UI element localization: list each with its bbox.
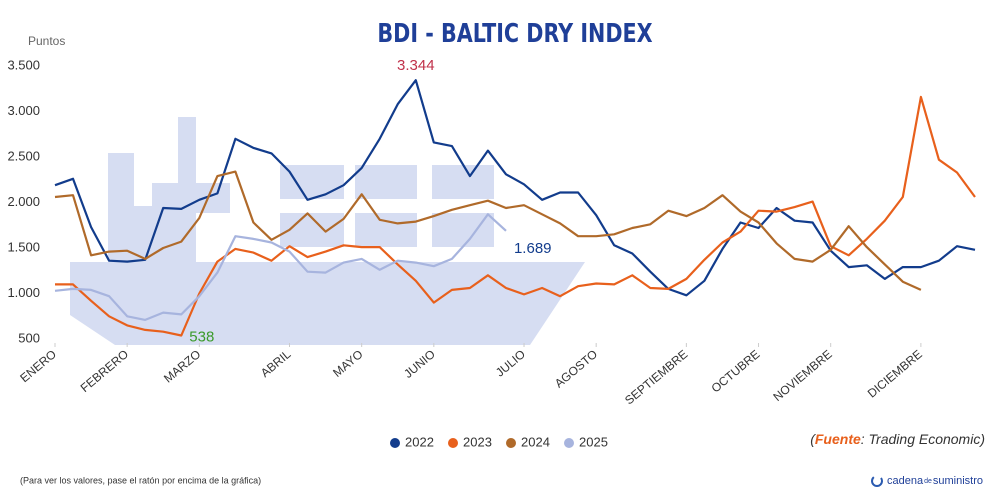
footnote: (Para ver los valores, pase el ratón por… [20,475,261,485]
logo-a: cadena [887,475,924,487]
x-tick-label: SEPTIEMBRE [622,347,690,407]
legend-label: 2024 [521,434,550,449]
y-tick-label: 1.500 [7,239,40,254]
legend-label: 2025 [579,434,608,449]
x-tick-label: OCTUBRE [709,347,763,395]
series-line [55,95,976,337]
y-tick-label: 2.500 [7,148,40,163]
x-tick-label: ENERO [17,347,59,385]
x-tick-label: DICIEMBRE [865,347,925,401]
legend-swatch [564,438,574,448]
x-tick-label: MAYO [330,347,365,380]
legend-label: 2023 [463,434,492,449]
container [355,165,417,199]
logo-c: suministro [933,475,983,487]
x-tick-label: MARZO [161,347,203,386]
x-tick-label: AGOSTO [552,347,600,391]
y-tick-label: 500 [18,330,40,345]
source-label: Fuente [815,431,861,447]
x-tick-label: ABRIL [258,347,294,380]
container [355,213,417,247]
source: (Fuente: Trading Economic) [810,431,985,447]
chimney [152,183,178,263]
container [280,165,344,199]
y-tick-label: 3.500 [7,57,40,72]
legend-swatch [506,438,516,448]
data-label: 3.344 [397,57,435,74]
y-axis-label: Puntos [28,34,65,48]
background-ship [70,117,585,345]
x-tick-label: JUNIO [401,347,438,381]
x-tick-label: JULIO [493,347,528,380]
legend-swatch [448,438,458,448]
chart-title: BDI - BALTIC DRY INDEX [377,18,652,49]
series-line [54,170,922,291]
series-line [54,213,507,321]
chimney [134,206,152,263]
x-tick-label: FEBRERO [78,347,131,395]
chimney [108,153,134,263]
source-text: : Trading Economic) [861,431,985,447]
x-tick-label: NOVIEMBRE [770,347,834,404]
container [432,165,494,199]
data-label: 538 [189,329,214,346]
logo: cadenadesuministro [871,475,983,487]
data-label: 1.689 [514,240,552,257]
y-tick-label: 2.000 [7,194,40,209]
logo-icon [871,475,883,487]
legend-swatch [390,438,400,448]
logo-text: cadenadesuministro [887,475,983,487]
y-tick-label: 3.000 [7,103,40,118]
legend-label: 2022 [405,434,434,449]
ship-hull [70,262,585,345]
y-tick-label: 1.000 [7,285,40,300]
source-open: ( [810,431,816,447]
logo-b: de [924,478,932,485]
